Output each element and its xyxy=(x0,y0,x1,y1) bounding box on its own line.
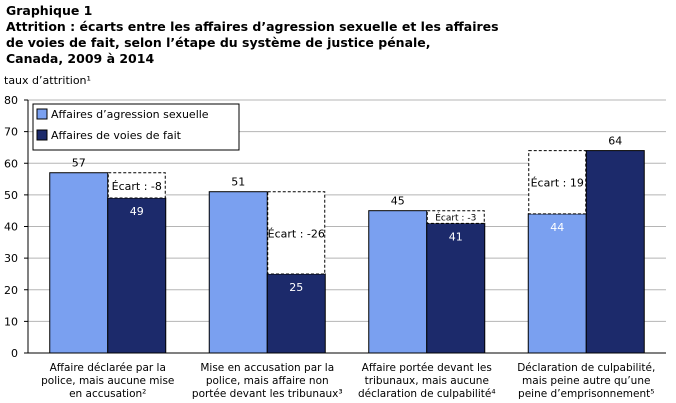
value-label: 25 xyxy=(289,281,303,294)
y-tick-label: 70 xyxy=(4,126,18,139)
y-tick-label: 0 xyxy=(11,347,18,360)
bar-assault xyxy=(426,222,486,354)
title-line-4: Canada, 2009 à 2014 xyxy=(6,51,155,66)
x-category-label: Affaire déclarée par la xyxy=(50,362,166,374)
bar-assault xyxy=(266,273,326,354)
y-tick-label: 80 xyxy=(4,94,18,107)
value-label: 51 xyxy=(231,176,245,189)
x-category-label: mais peine autre qu’une xyxy=(522,375,650,387)
gap-box xyxy=(107,172,166,199)
x-category-label: Mise en accusation par la xyxy=(200,362,334,374)
y-tick-label: 30 xyxy=(4,252,18,265)
x-category-label: Affaire portée devant les xyxy=(362,362,492,374)
x-category-label: en accusation² xyxy=(69,388,146,400)
chart-title: Graphique 1 Attrition : écarts entre les… xyxy=(6,3,670,67)
y-tick-label: 40 xyxy=(4,221,18,234)
value-label: 57 xyxy=(72,157,86,170)
x-category-label: portée devant les tribunaux³ xyxy=(192,388,343,400)
title-line-1: Graphique 1 xyxy=(6,3,93,18)
gap-label: Écart : 19 xyxy=(531,177,584,190)
x-category-label: tribunaux, mais aucune xyxy=(365,375,489,387)
value-label: 44 xyxy=(550,221,564,234)
value-label: 41 xyxy=(449,230,463,243)
y-tick-label: 50 xyxy=(4,189,18,202)
legend xyxy=(32,103,240,151)
y-tick-label: 60 xyxy=(4,157,18,170)
bar-sexual-assault xyxy=(527,213,587,354)
legend-swatch xyxy=(36,129,48,141)
x-category-label: police, mais aucune mise xyxy=(41,375,174,387)
gap-label: Écart : -26 xyxy=(268,227,325,240)
gap-box xyxy=(267,191,326,275)
gap-box xyxy=(426,210,485,224)
bar-assault xyxy=(585,150,645,354)
legend-swatch xyxy=(36,108,48,120)
x-category-label: police, mais affaire non xyxy=(206,375,329,387)
value-label: 45 xyxy=(391,195,405,208)
bar-assault xyxy=(107,197,167,354)
bar-sexual-assault xyxy=(368,210,428,354)
value-label: 64 xyxy=(608,135,622,148)
bar-sexual-assault xyxy=(208,191,268,354)
title-line-3: de voies de fait, selon l’étape du systè… xyxy=(6,35,431,50)
value-label: 49 xyxy=(130,205,144,218)
legend-label: Affaires de voies de fait xyxy=(51,129,182,142)
y-tick-label: 10 xyxy=(4,315,18,328)
gap-label: Écart : -8 xyxy=(112,180,162,193)
gap-box xyxy=(528,150,587,215)
bar-sexual-assault xyxy=(49,172,109,354)
title-line-2: Attrition : écarts entre les affaires d’… xyxy=(6,19,499,34)
gap-label: Écart : -3 xyxy=(435,212,476,224)
x-category-label: déclaration de culpabilité⁴ xyxy=(358,388,496,400)
legend-label: Affaires d’agression sexuelle xyxy=(51,108,209,121)
y-tick-label: 20 xyxy=(4,284,18,297)
x-category-label: Déclaration de culpabilité, xyxy=(517,362,655,374)
y-axis-label: taux d’attrition¹ xyxy=(4,74,91,87)
x-category-label: peine d’emprisonnement⁵ xyxy=(518,388,654,400)
